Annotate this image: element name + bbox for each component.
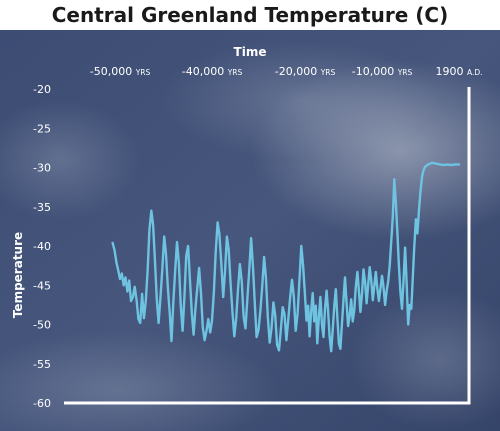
y-tick-label: -60 xyxy=(33,397,51,410)
series-group xyxy=(111,161,461,353)
y-tick-labels: -20 -25 -30 -35 -40 -45 -50 -55 -60 xyxy=(33,83,51,410)
x-tick-label: -10,000 YRS xyxy=(352,65,413,78)
background-image xyxy=(0,30,500,431)
x-tick-label: -50,000 YRS xyxy=(90,65,151,78)
y-tick-label: -50 xyxy=(33,319,51,332)
series-line xyxy=(111,161,461,353)
x-tick-label: -40,000 YRS xyxy=(182,65,243,78)
x-tick-label: 1900 A.D. xyxy=(435,65,482,78)
x-tick-label: -20,000 YRS xyxy=(275,65,336,78)
x-tick-labels: -50,000 YRS -40,000 YRS -20,000 YRS -10,000… xyxy=(90,65,483,78)
y-tick-label: -25 xyxy=(33,122,51,135)
y-tick-label: -35 xyxy=(33,201,51,214)
y-tick-label: -55 xyxy=(33,358,51,371)
chart-title: Central Greenland Temperature (C) xyxy=(51,3,449,27)
y-axis-label: Temperature xyxy=(11,232,25,318)
y-tick-label: -20 xyxy=(33,83,51,96)
chart-svg: Time Temperature -50,000 YRS -40,000 YRS -… xyxy=(0,30,500,431)
y-tick-label: -40 xyxy=(33,240,51,253)
y-tick-label: -45 xyxy=(33,279,51,292)
y-tick-label: -30 xyxy=(33,162,51,175)
x-axis-label: Time xyxy=(234,45,267,59)
